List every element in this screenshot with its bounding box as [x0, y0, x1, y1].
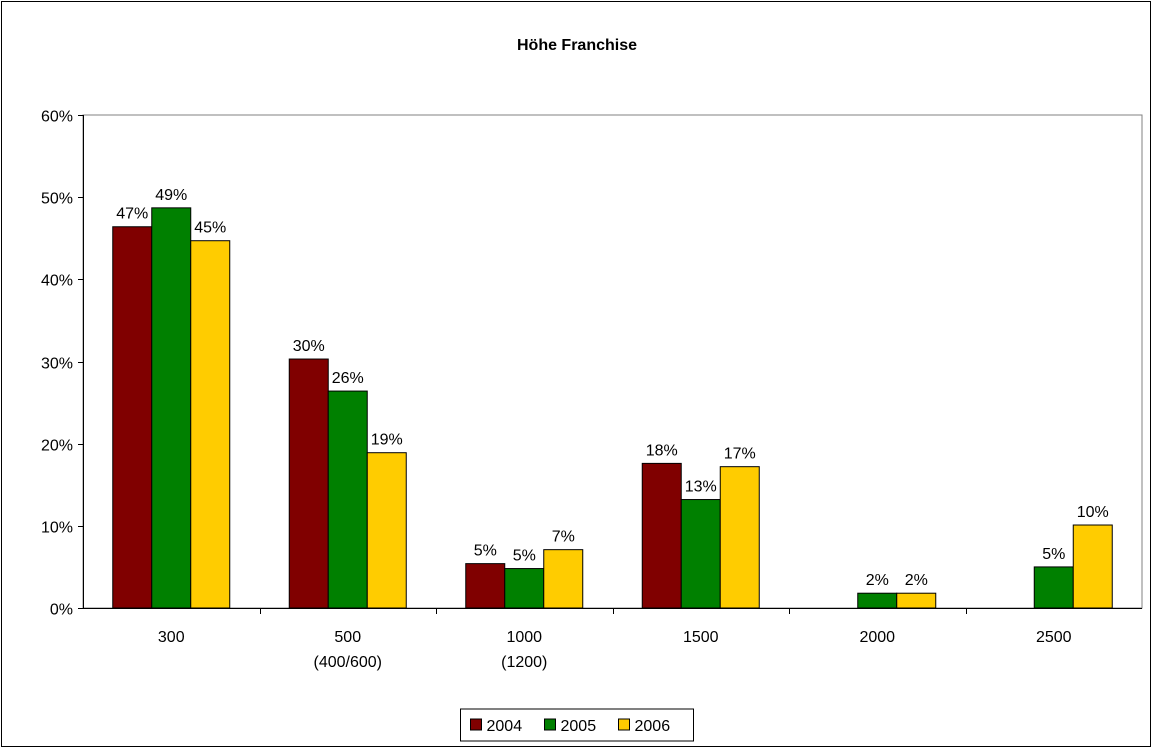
bar-2004 — [465, 563, 506, 609]
bar-2005 — [151, 207, 192, 609]
legend-swatch-2006 — [618, 718, 630, 731]
legend: 2004 2005 2006 — [460, 708, 694, 742]
plot-frame-rect — [82, 114, 1143, 609]
data-label: 18% — [646, 442, 678, 459]
bar-2006 — [896, 592, 937, 609]
bars — [112, 207, 1113, 609]
x-tick-label: 1000 — [506, 629, 542, 646]
legend-swatch-2005 — [544, 718, 556, 731]
x-tick-label: (1200) — [501, 654, 547, 671]
x-tick-label: 1500 — [683, 629, 719, 646]
y-tick-label: 30% — [41, 356, 73, 373]
legend-label-2005: 2005 — [561, 718, 597, 735]
data-label: 13% — [685, 479, 717, 496]
data-label: 10% — [1077, 504, 1109, 521]
x-tick-label: (400/600) — [314, 654, 383, 671]
data-label: 2% — [905, 572, 928, 589]
data-label: 5% — [1042, 546, 1065, 563]
axes: 0% 10% 20% 30% 40% 50% 60% 300 500 (400/600) 1000 (… — [41, 109, 1142, 671]
data-labels: 47% 49% 45% 30% 26% 19% 5% 5% 7% 18% 13% 17% 2% 2% 5% 1… — [116, 187, 1109, 589]
y-tick-label: 50% — [41, 191, 73, 208]
y-tick-label: 20% — [41, 438, 73, 455]
data-label: 30% — [293, 338, 325, 355]
data-label: 17% — [724, 446, 756, 463]
legend-label-2004: 2004 — [487, 718, 523, 735]
bar-2005 — [504, 568, 545, 609]
bar-2006 — [190, 240, 231, 609]
x-tick-label: 500 — [334, 629, 361, 646]
data-label: 5% — [474, 543, 497, 560]
y-tick-label: 40% — [41, 273, 73, 290]
bar-2004 — [112, 226, 153, 609]
legend-box — [460, 708, 694, 742]
bar-2006 — [366, 452, 407, 609]
bar-2005 — [1033, 566, 1074, 609]
data-label: 2% — [866, 572, 889, 589]
data-label: 19% — [371, 432, 403, 449]
data-label: 26% — [332, 370, 364, 387]
data-label: 47% — [116, 206, 148, 223]
bar-2006 — [543, 549, 584, 609]
y-tick-label: 10% — [41, 520, 73, 537]
x-tick-label: 2500 — [1036, 629, 1072, 646]
x-tick-label: 300 — [158, 629, 185, 646]
bar-2005 — [680, 499, 721, 609]
x-tick-label: 2000 — [859, 629, 895, 646]
bar-2004 — [288, 358, 329, 609]
data-label: 45% — [194, 220, 226, 237]
legend-label-2006: 2006 — [635, 718, 671, 735]
y-tick-label: 0% — [50, 602, 73, 619]
bar-2005 — [327, 390, 368, 609]
plot-frame — [82, 114, 1143, 609]
bar-2004 — [641, 462, 682, 609]
data-label: 5% — [513, 548, 536, 565]
bar-2005 — [857, 592, 898, 609]
bar-2006 — [1072, 524, 1113, 609]
data-label: 7% — [552, 529, 575, 546]
bar-2006 — [719, 466, 760, 609]
data-label: 49% — [155, 187, 187, 204]
chart-title: Höhe Franchise — [517, 37, 637, 54]
y-tick-label: 60% — [41, 109, 73, 126]
legend-swatch-2004 — [470, 718, 482, 731]
